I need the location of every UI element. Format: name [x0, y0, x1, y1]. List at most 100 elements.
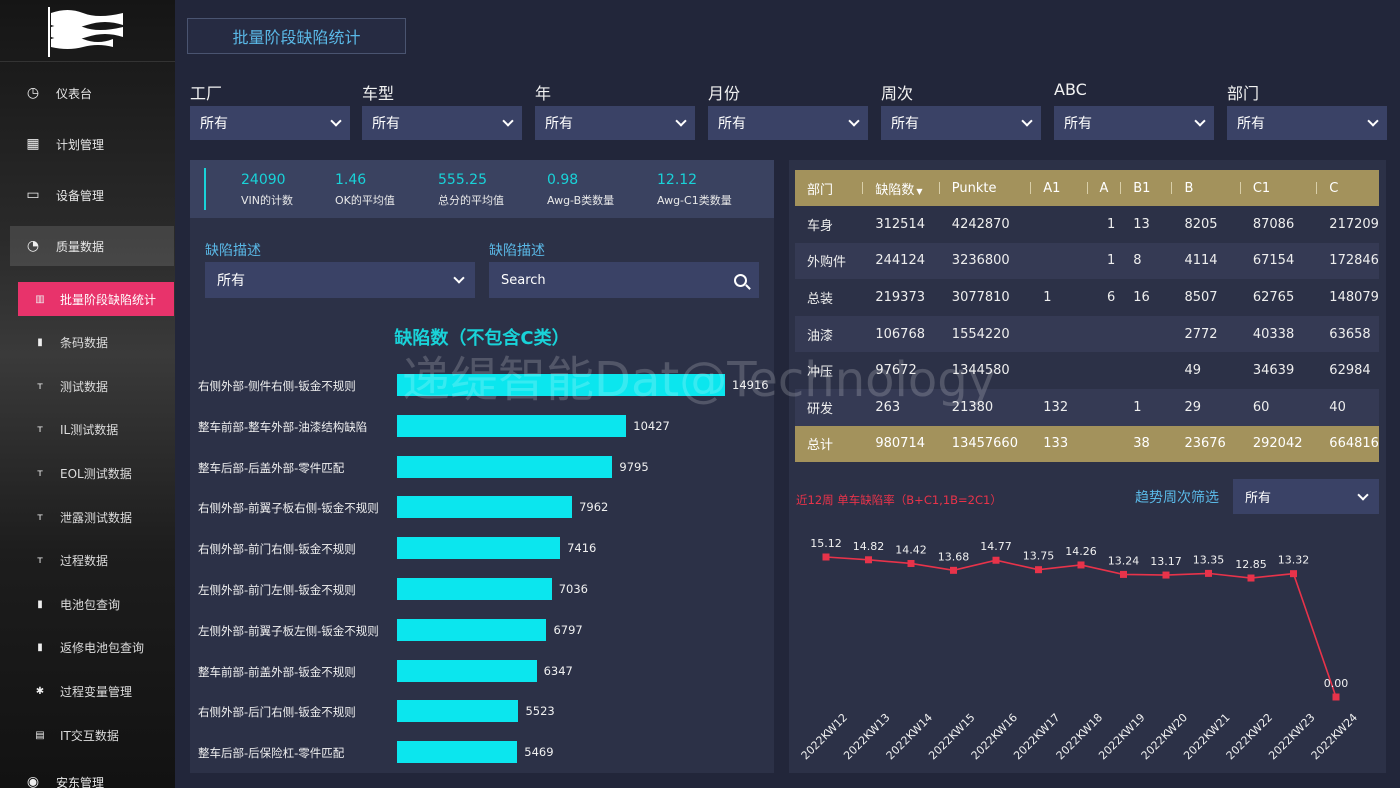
sidebar-sub-item[interactable]: ᴛ 过程数据	[18, 544, 174, 578]
table-cell: 1344580	[939, 352, 1032, 389]
table-cell: 8205	[1172, 206, 1241, 243]
sidebar-sub-item-label: 过程变量管理	[60, 684, 133, 699]
table-header-cell[interactable]: C	[1317, 170, 1379, 206]
select-value: 所有	[200, 116, 228, 132]
logo	[0, 0, 175, 62]
sidebar-sub-item-label: 条码数据	[60, 336, 109, 351]
trend-point[interactable]	[992, 556, 1000, 564]
sidebar-sub-item[interactable]: ᴛ 测试数据	[18, 369, 174, 403]
table-row[interactable]: 油漆 106768 1554220 2772 40338 63658	[795, 315, 1379, 353]
sidebar-item[interactable]: ◉ 安东管理	[10, 762, 174, 788]
table-header-cell[interactable]: C1	[1240, 170, 1318, 206]
table-cell: 219373	[863, 279, 940, 316]
table-row[interactable]: 总装 219373 3077810 1 6 16 8507 62765 148079	[795, 279, 1379, 316]
table-cell: 1	[1087, 242, 1122, 280]
table-cell: 148079	[1317, 279, 1379, 316]
table-header-cell[interactable]: 缺陷数 ▼	[863, 170, 940, 206]
filter-label: 部门	[1227, 84, 1260, 103]
document-icon: ▤	[35, 729, 45, 741]
sidebar-sub-item-label: 批量阶段缺陷统计	[60, 292, 157, 307]
trend-point[interactable]	[1247, 574, 1255, 582]
model-select[interactable]: 所有	[362, 106, 522, 140]
factory-select[interactable]: 所有	[190, 106, 350, 140]
bar-category-label: 右侧外部-侧件右侧-钣金不规则	[198, 379, 356, 393]
sidebar-sub-item-label: 电池包查询	[60, 597, 121, 612]
search-input[interactable]: Search	[489, 262, 759, 298]
table-header-cell[interactable]: A1	[1031, 170, 1088, 206]
trend-point[interactable]	[907, 559, 915, 567]
trend-point[interactable]	[822, 553, 830, 561]
table-header-cell[interactable]: 部门	[795, 170, 864, 206]
sidebar-item[interactable]: ▦ 计划管理	[10, 124, 174, 164]
kpi-label: 总分的平均值	[438, 194, 504, 207]
trend-value-label: 14.42	[895, 543, 927, 556]
chevron-down-icon	[675, 115, 687, 127]
column-separator	[1030, 182, 1032, 194]
sidebar-sub-item[interactable]: ✱ 过程变量管理	[18, 674, 174, 708]
trend-value-label: 14.82	[853, 540, 885, 553]
table-cell: 1	[1121, 388, 1173, 426]
sort-desc-icon[interactable]: ▼	[916, 186, 923, 196]
sidebar-sub-item[interactable]: ▮ 电池包查询	[18, 587, 174, 621]
filter-label: 车型	[362, 84, 395, 103]
bar-category-label: 左侧外部-前门左侧-钣金不规则	[198, 583, 356, 597]
bar-row: 左侧外部-前翼子板左侧-钣金不规则 6797	[190, 618, 774, 643]
table-row[interactable]: 研发 263 21380 132 1 29 60 40	[795, 388, 1379, 426]
trend-point[interactable]	[950, 566, 957, 574]
table-cell	[1087, 388, 1122, 426]
sidebar-sub-item[interactable]: ▮ 返修电池包查询	[18, 631, 174, 665]
sidebar-sub-item[interactable]: ▤ IT交互数据	[18, 718, 174, 752]
sidebar-sub-item[interactable]: ᴛ IL测试数据	[18, 413, 174, 447]
defect-panel: 24090 VIN的计数 1.46 OK的平均值 555.25 总分的平均值 0.98…	[190, 160, 774, 773]
table-cell: 3077810	[939, 279, 1032, 316]
table-header-cell[interactable]: Punkte	[939, 170, 1032, 206]
trend-point[interactable]	[1077, 561, 1085, 569]
sidebar-sub-item[interactable]: ▮ 条码数据	[18, 326, 174, 360]
flag-logo-icon	[47, 6, 123, 57]
trend-point[interactable]	[1205, 569, 1212, 577]
table-row[interactable]: 冲压 97672 1344580 49 34639 62984	[795, 352, 1379, 389]
trend-point[interactable]	[1162, 571, 1170, 579]
table-header-cell[interactable]: A	[1087, 170, 1122, 206]
sidebar-item[interactable]: ▭ 设备管理	[10, 175, 174, 215]
trend-point[interactable]	[865, 556, 872, 564]
department-table: 部门 缺陷数 ▼ Punkte A1 A B1 B C1 C 车身 312514 4242870 1 13…	[795, 170, 1379, 463]
column-separator	[1086, 182, 1088, 194]
sidebar-item[interactable]: ◔ 质量数据	[10, 226, 174, 266]
week-select[interactable]: 所有	[881, 106, 1041, 140]
table-header-cell[interactable]: B	[1172, 170, 1241, 206]
table-row[interactable]: 车身 312514 4242870 1 13 8205 87086 217209	[795, 206, 1379, 243]
header-label: B1	[1133, 180, 1151, 196]
trend-point[interactable]	[1120, 570, 1127, 578]
bar	[397, 374, 725, 396]
bar	[397, 537, 561, 560]
bar-row: 右侧外部-侧件右侧-钣金不规则 14916	[190, 374, 774, 398]
header-label: A1	[1043, 180, 1061, 196]
sidebar-sub-item[interactable]: ᴛ EOL测试数据	[18, 456, 174, 490]
chevron-down-icon	[848, 115, 860, 127]
select-value: 所有	[1064, 116, 1092, 132]
bar	[397, 618, 547, 641]
defect-desc-select[interactable]: 所有	[205, 262, 475, 298]
month-select[interactable]: 所有	[708, 106, 868, 140]
sidebar-sub-item[interactable]: ▥ 批量阶段缺陷统计	[18, 282, 174, 316]
trend-point[interactable]	[1332, 693, 1340, 701]
abc-select[interactable]: 所有	[1054, 106, 1214, 140]
sidebar-sub-item[interactable]: ᴛ 泄露测试数据	[18, 500, 174, 534]
table-cell	[1031, 242, 1088, 280]
sidebar-item[interactable]: ◷ 仪表台	[10, 73, 174, 113]
trend-week-select[interactable]: 所有	[1233, 479, 1379, 514]
department-select[interactable]: 所有	[1227, 106, 1387, 140]
page-title: 批量阶段缺陷统计	[187, 18, 406, 54]
trend-point[interactable]	[1035, 566, 1042, 574]
defect-desc-filter: 缺陷描述 所有	[205, 240, 475, 298]
search-placeholder: Search	[501, 272, 546, 288]
table-header-cell[interactable]: B1	[1121, 170, 1173, 206]
table-cell: 1554220	[939, 315, 1032, 353]
trend-point[interactable]	[1290, 570, 1297, 578]
text-icon: ᴛ	[37, 555, 43, 567]
search-icon[interactable]	[734, 273, 747, 287]
sidebar-item-label: 计划管理	[56, 137, 105, 152]
year-select[interactable]: 所有	[535, 106, 695, 140]
table-row[interactable]: 外购件 244124 3236800 1 8 4114 67154 172846	[795, 242, 1379, 280]
